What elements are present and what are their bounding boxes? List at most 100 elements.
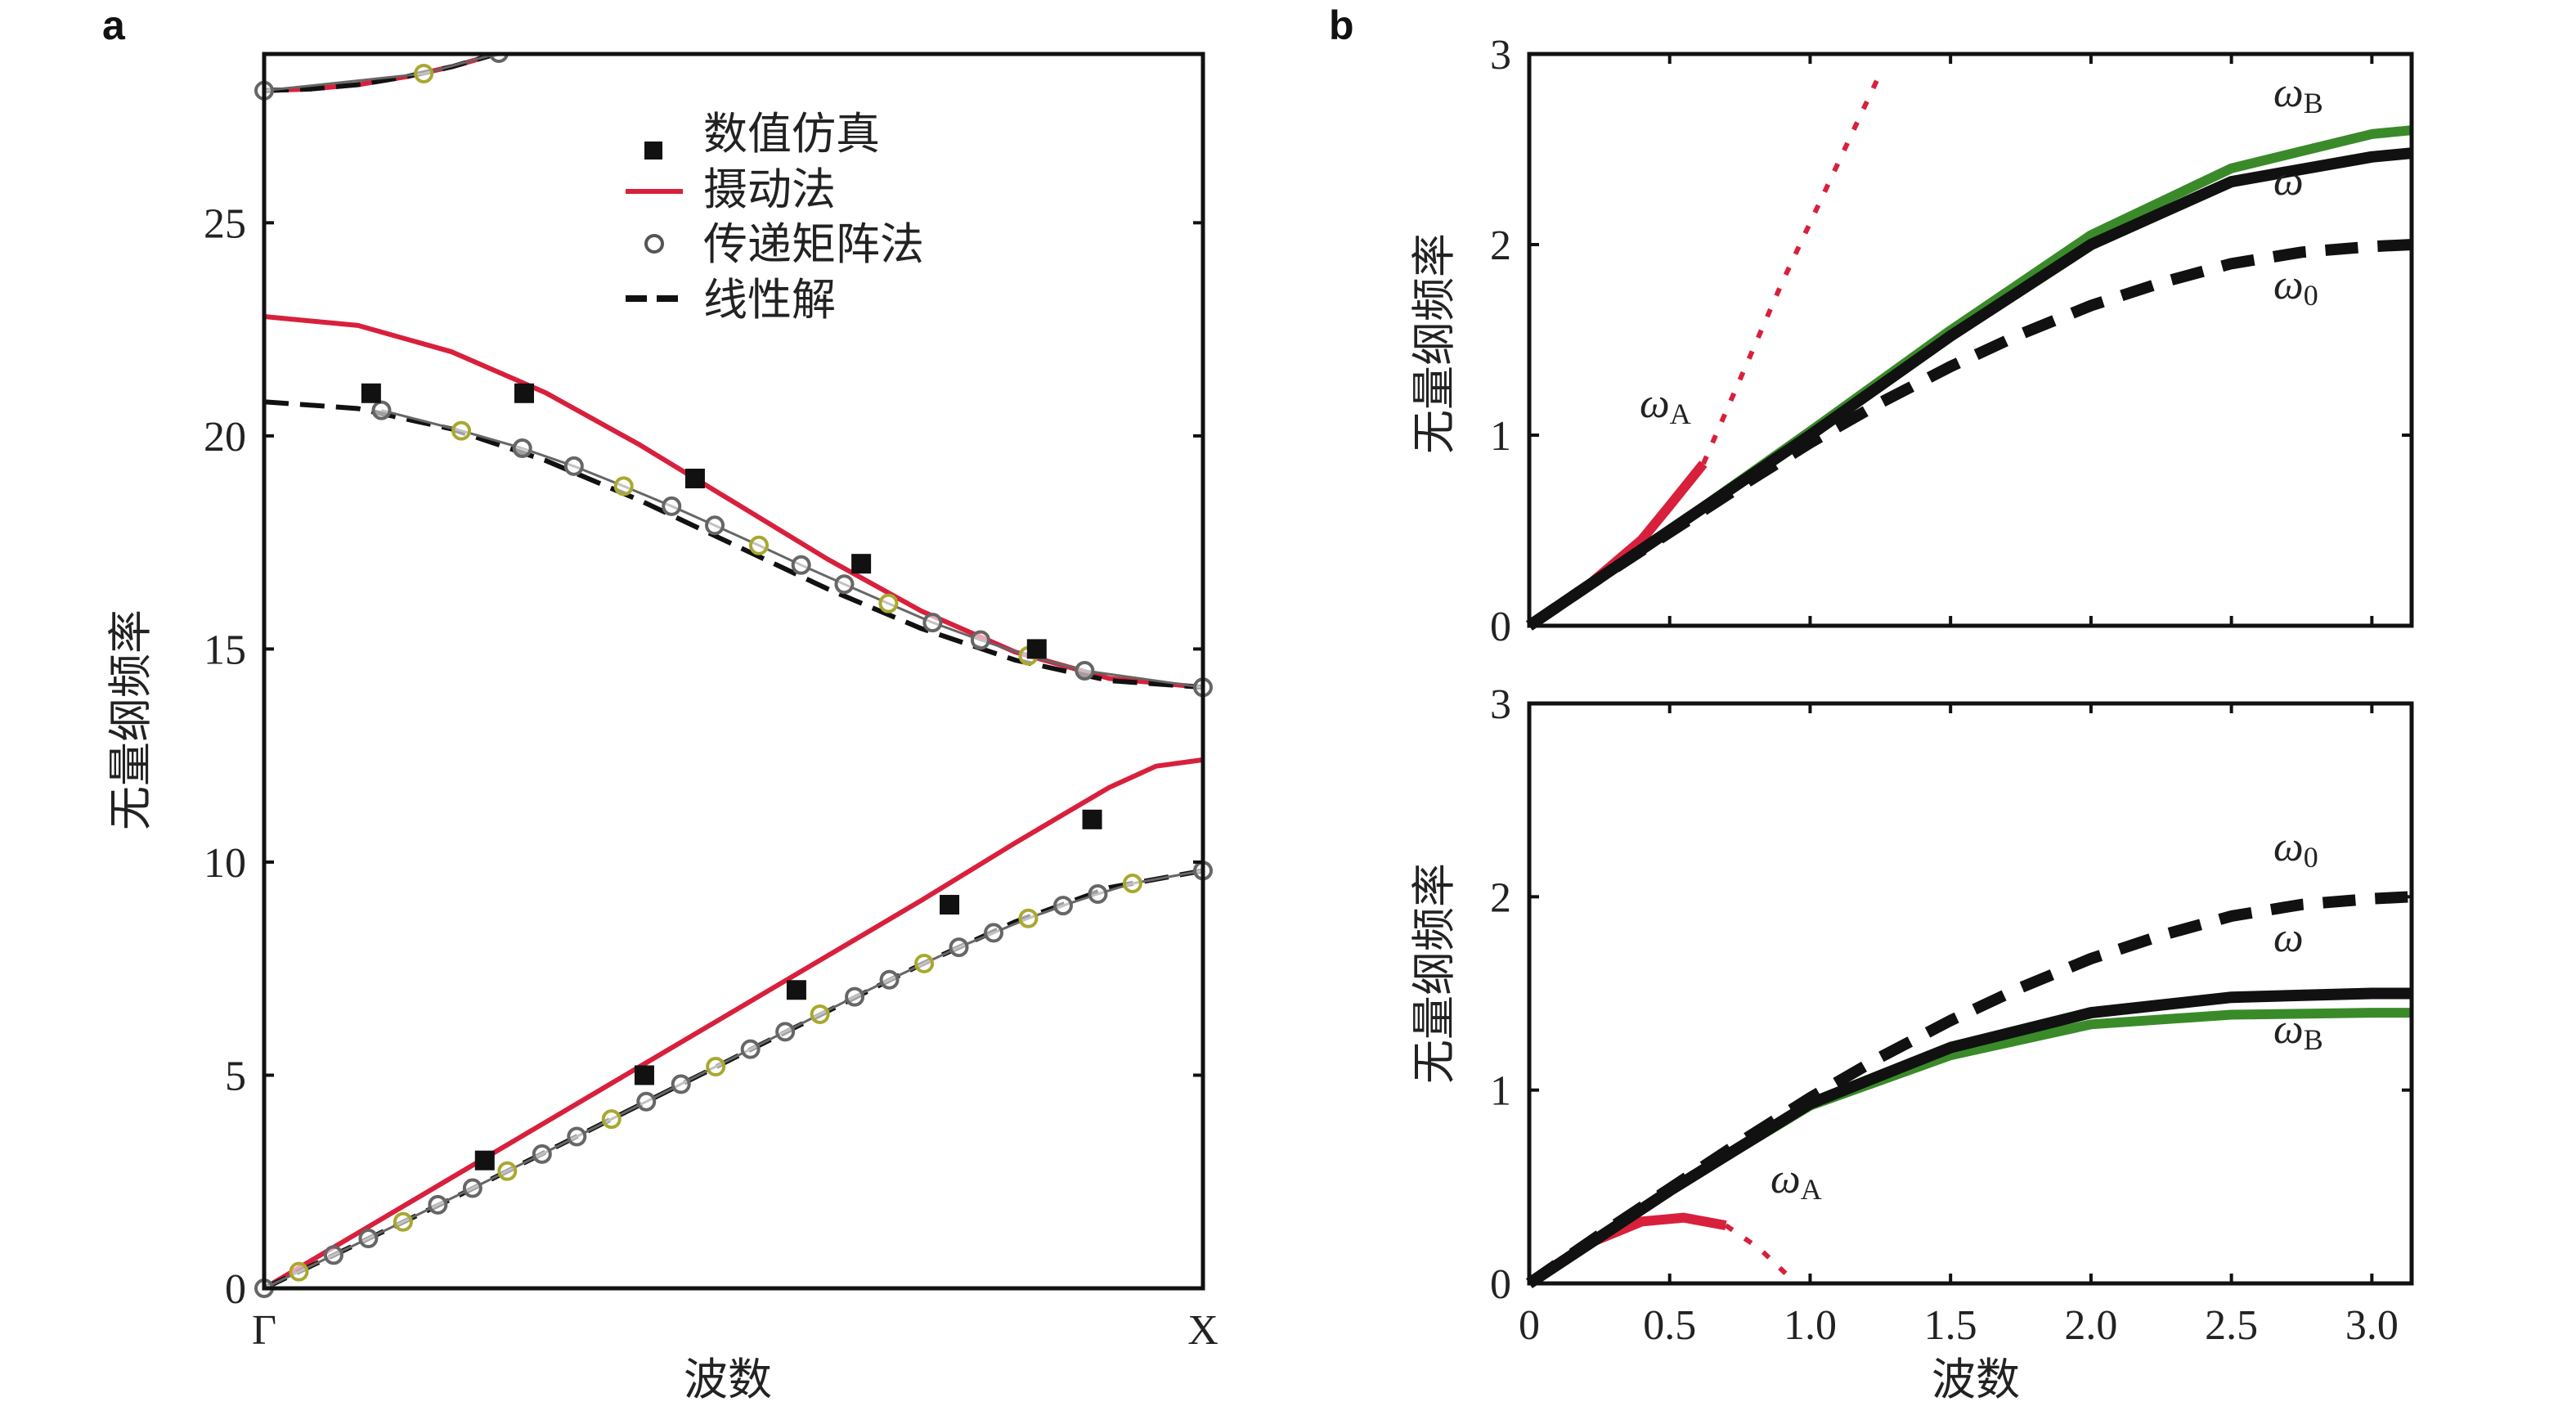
- y-tick-label: 2: [1490, 222, 1511, 269]
- plot-area: [1526, 891, 2412, 1288]
- data-point-circle: [462, 1178, 482, 1198]
- x-tick-label: 0.5: [1643, 1302, 1696, 1349]
- data-point-circle: [879, 969, 900, 990]
- data-point-circle: [834, 574, 855, 595]
- data-point-square: [474, 1150, 495, 1171]
- y-tick-label: 0: [225, 1266, 246, 1313]
- plot-frame: [262, 52, 1205, 1291]
- plot-area: [254, 54, 1213, 1298]
- y-tick-label: 1: [1490, 413, 1511, 460]
- data-point-square: [634, 1065, 654, 1085]
- data-point-circle: [671, 1074, 691, 1094]
- omega-labels: ωB ω ω0 ωA ω0 ω ωB ωA: [1640, 70, 2323, 1206]
- x-tick-label: 3.0: [2345, 1302, 2399, 1349]
- y-tick-label: 3: [1490, 681, 1511, 728]
- x-tick-label: 1.5: [1924, 1302, 1977, 1349]
- chart-a: 0 5 10 15 20 25 Γ X: [204, 52, 1218, 1354]
- data-point-circle: [567, 1126, 587, 1147]
- data-point-circle: [775, 1022, 796, 1042]
- data-point-circle: [878, 593, 899, 613]
- data-point-circle: [810, 1004, 830, 1024]
- series-line-black: [1526, 147, 2412, 631]
- chart-b-top: 0 1 2 3: [1490, 32, 2414, 650]
- data-point-circle: [601, 1109, 622, 1130]
- series-line-green: [1526, 125, 2412, 630]
- label-omega-0-bottom: ω0: [2273, 824, 2318, 874]
- data-point-circle: [1052, 896, 1073, 916]
- label-omega-b-bottom: ωB: [2273, 1006, 2323, 1056]
- series-line-dashed: [263, 54, 505, 93]
- legend: 数值仿真 摄动法 传递矩阵法 线性解: [626, 108, 924, 326]
- data-point-circle: [289, 1261, 309, 1282]
- x-axis-label-a: 波数: [684, 1354, 772, 1405]
- data-point-circle: [414, 63, 434, 83]
- series-line-dashed: [1526, 239, 2412, 631]
- data-point-square: [514, 383, 534, 403]
- data-point-circle: [428, 1194, 448, 1215]
- x-tick-label: 2.5: [2205, 1302, 2258, 1349]
- y-tick-label: 0: [1490, 1261, 1511, 1308]
- label-omega-top: ω: [2273, 158, 2304, 204]
- y-tick-label: 0: [1490, 604, 1511, 650]
- data-point-circle: [705, 515, 725, 536]
- y-tick-label: 2: [1490, 874, 1511, 921]
- label-omega-bottom: ω: [2273, 914, 2304, 961]
- data-point-circle: [532, 1144, 552, 1164]
- data-point-circle: [1088, 884, 1108, 905]
- data-point-circle: [358, 1229, 379, 1249]
- series-line-green: [1526, 1008, 2412, 1288]
- y-tick-label: 5: [225, 1053, 246, 1099]
- panel-label-b: b: [1329, 2, 1354, 48]
- plot-frame: [1527, 52, 2414, 628]
- label-omega-b-top: ωB: [2273, 70, 2323, 119]
- series-line-red: [263, 314, 1204, 690]
- legend-square-marker: [644, 142, 662, 160]
- data-point-square: [786, 980, 806, 1000]
- label-omega-0-top: ω0: [2273, 262, 2318, 312]
- legend-label-transfer-matrix: 传递矩阵法: [703, 218, 924, 270]
- data-point-circle: [748, 535, 769, 555]
- data-point-square: [1026, 639, 1047, 659]
- series-line-black: [1526, 987, 2412, 1288]
- data-point-circle: [845, 986, 865, 1007]
- data-point-circle: [563, 456, 584, 476]
- legend-label-linear: 线性解: [703, 274, 836, 326]
- series-line-transfer: [381, 409, 1204, 689]
- data-point-circle: [983, 923, 1003, 943]
- y-axis-label-a: 无量纲频率: [105, 609, 156, 830]
- data-point-square: [1082, 809, 1102, 829]
- series-line-dashed: [1526, 891, 2412, 1288]
- data-point-circle: [323, 1245, 343, 1265]
- legend-label-simulation: 数值仿真: [703, 108, 880, 160]
- series-line-dashed: [263, 399, 1204, 690]
- y-tick-label: 10: [204, 840, 246, 887]
- data-point-circle: [1122, 873, 1142, 893]
- data-point-circle: [613, 476, 634, 497]
- x-tick-label: 2.0: [2064, 1302, 2117, 1349]
- data-point-square: [851, 554, 872, 574]
- data-point-circle: [706, 1057, 726, 1077]
- panel-label-a: a: [102, 2, 126, 48]
- data-point-circle: [922, 613, 943, 633]
- data-point-circle: [451, 420, 472, 441]
- data-point-square: [684, 468, 705, 488]
- data-point-circle: [740, 1039, 761, 1059]
- y-tick-label: 3: [1490, 32, 1511, 79]
- y-axis-label-b-top: 无量纲频率: [1408, 233, 1460, 454]
- series-line-red: [263, 54, 505, 93]
- data-point-circle: [970, 630, 990, 650]
- data-point-circle: [1018, 908, 1039, 928]
- legend-label-perturbation: 摄动法: [703, 164, 836, 215]
- y-tick-label: 15: [204, 627, 246, 673]
- data-point-circle: [914, 953, 935, 973]
- y-tick-label: 1: [1490, 1068, 1511, 1115]
- data-point-circle: [1075, 660, 1095, 681]
- label-omega-a-bottom: ωA: [1770, 1156, 1822, 1206]
- x-tick-label: 1.0: [1784, 1302, 1837, 1349]
- legend-circle-marker: [644, 234, 664, 254]
- data-point-square: [940, 895, 960, 915]
- y-tick-label: 20: [204, 414, 246, 461]
- x-tick-label: X: [1187, 1307, 1218, 1354]
- plot-frame: [1527, 701, 2414, 1286]
- label-omega-a-top: ωA: [1640, 380, 1691, 430]
